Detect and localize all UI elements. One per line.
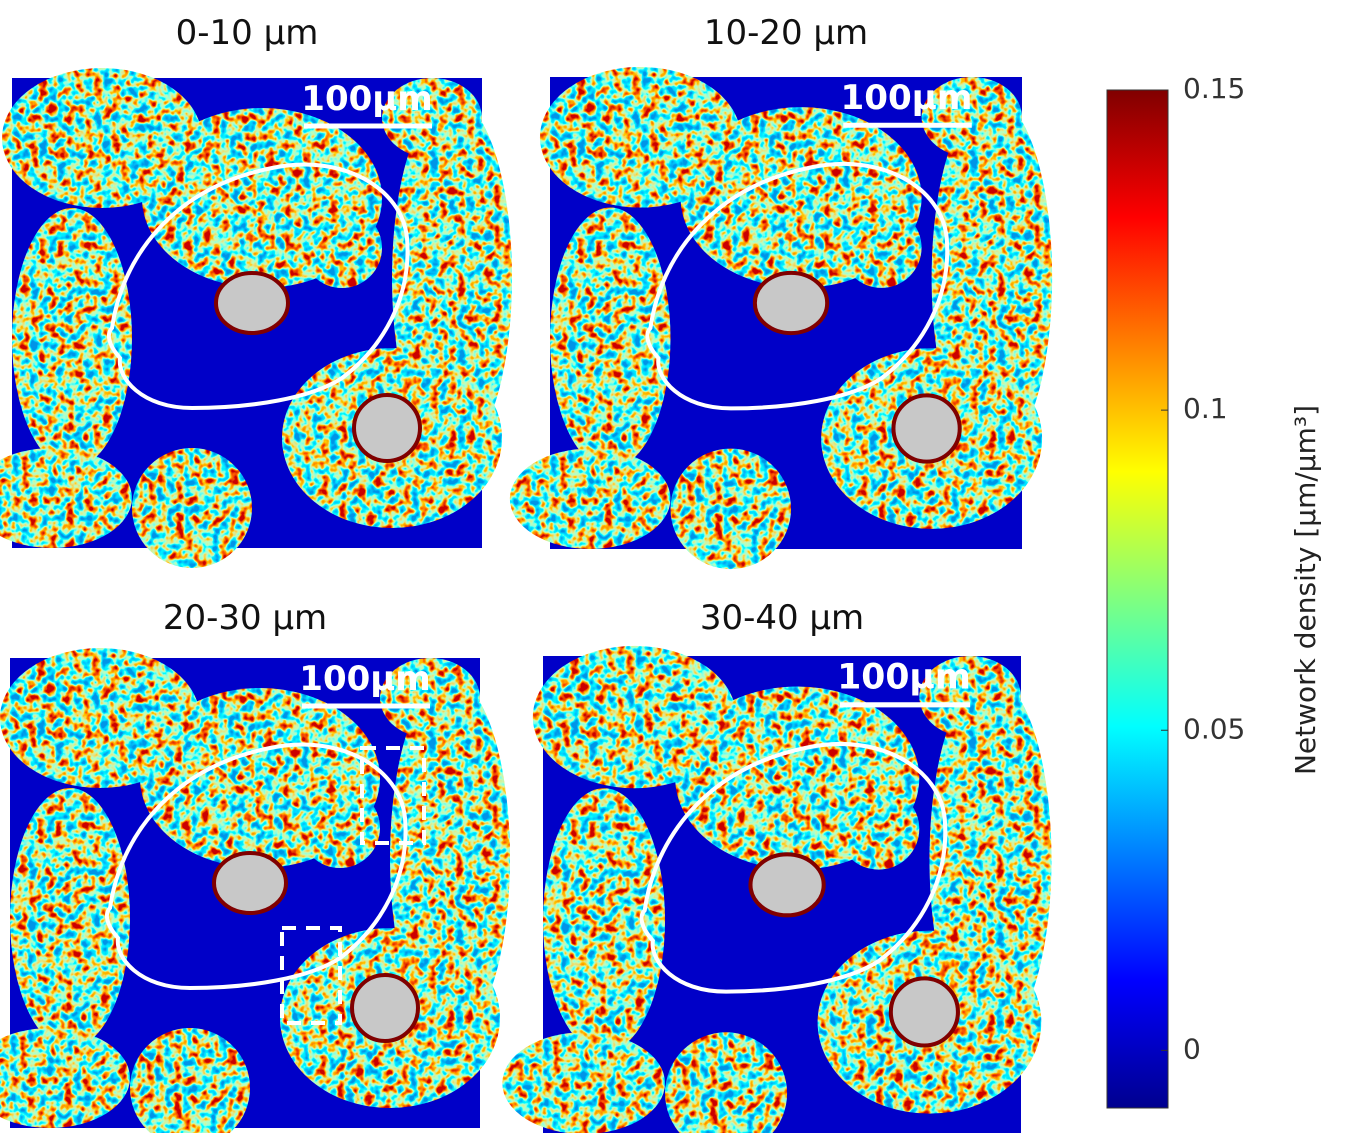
heatmap xyxy=(502,645,1052,1133)
heatmap xyxy=(0,648,510,1133)
vessel xyxy=(752,270,830,336)
tick-label: 0.1 xyxy=(1183,392,1228,425)
tissue-region xyxy=(300,788,380,868)
vessel xyxy=(214,271,290,335)
scale-bar-label: 100µm xyxy=(301,79,432,119)
vessel xyxy=(352,393,422,463)
heatmap xyxy=(509,66,1053,570)
lobule-outline xyxy=(639,741,948,994)
panel-title: 20-30 µm xyxy=(163,598,327,638)
panel: 100µm xyxy=(0,68,512,568)
roi-box xyxy=(280,926,342,1025)
scale-bar-label: 100µm xyxy=(837,658,971,698)
scale-bar-label: 100µm xyxy=(841,78,973,118)
colorbar-axis: 0 0.05 0.1 0.15 xyxy=(1161,72,1245,1065)
tissue-region xyxy=(382,78,482,158)
tissue-region xyxy=(841,207,922,288)
panel: 100µm xyxy=(509,66,1053,570)
colorbar xyxy=(1106,89,1169,1109)
panel-title: 30-40 µm xyxy=(700,598,864,638)
vessel xyxy=(888,976,960,1048)
tissue-region xyxy=(919,656,1021,738)
tissue-region xyxy=(0,448,132,548)
tissue-region xyxy=(0,1028,130,1128)
tick-label: 0.05 xyxy=(1183,712,1245,745)
tissue-region xyxy=(502,1032,666,1133)
colorbar-label: Network density [µm/µm³] xyxy=(1289,405,1322,775)
tissue-region xyxy=(10,788,130,1048)
tissue-region xyxy=(670,448,792,570)
tissue-region xyxy=(921,77,1022,158)
vessel xyxy=(212,851,288,915)
tissue-region xyxy=(509,448,671,549)
lobule-outline xyxy=(104,742,408,991)
tissue-region xyxy=(302,208,382,288)
tissue-region xyxy=(12,208,132,468)
tissue-region xyxy=(543,788,666,1053)
scale-bar-label: 100µm xyxy=(299,659,430,699)
vessel xyxy=(891,393,962,464)
panels: 100µm 0-10 µm 100µm 10-20 µm 100µm 20-30 µm 10… xyxy=(0,13,1053,1133)
vessel xyxy=(748,852,826,918)
tissue-region xyxy=(132,448,252,568)
panel-title: 10-20 µm xyxy=(704,13,868,53)
tissue-region xyxy=(665,1032,788,1133)
lobule-outline xyxy=(645,161,950,411)
tissue-region xyxy=(837,788,920,870)
panel: 100µm xyxy=(0,648,510,1133)
tissue-region xyxy=(380,658,480,738)
tick-label: 0.15 xyxy=(1183,72,1245,105)
tick-label: 0 xyxy=(1183,1032,1201,1065)
roi-box xyxy=(360,746,426,845)
tissue-region xyxy=(130,1028,250,1133)
panel: 100µm xyxy=(502,645,1052,1133)
lobule-outline xyxy=(106,162,410,411)
tissue-region xyxy=(550,207,671,469)
panel-title: 0-10 µm xyxy=(176,13,319,53)
vessel xyxy=(350,973,420,1043)
